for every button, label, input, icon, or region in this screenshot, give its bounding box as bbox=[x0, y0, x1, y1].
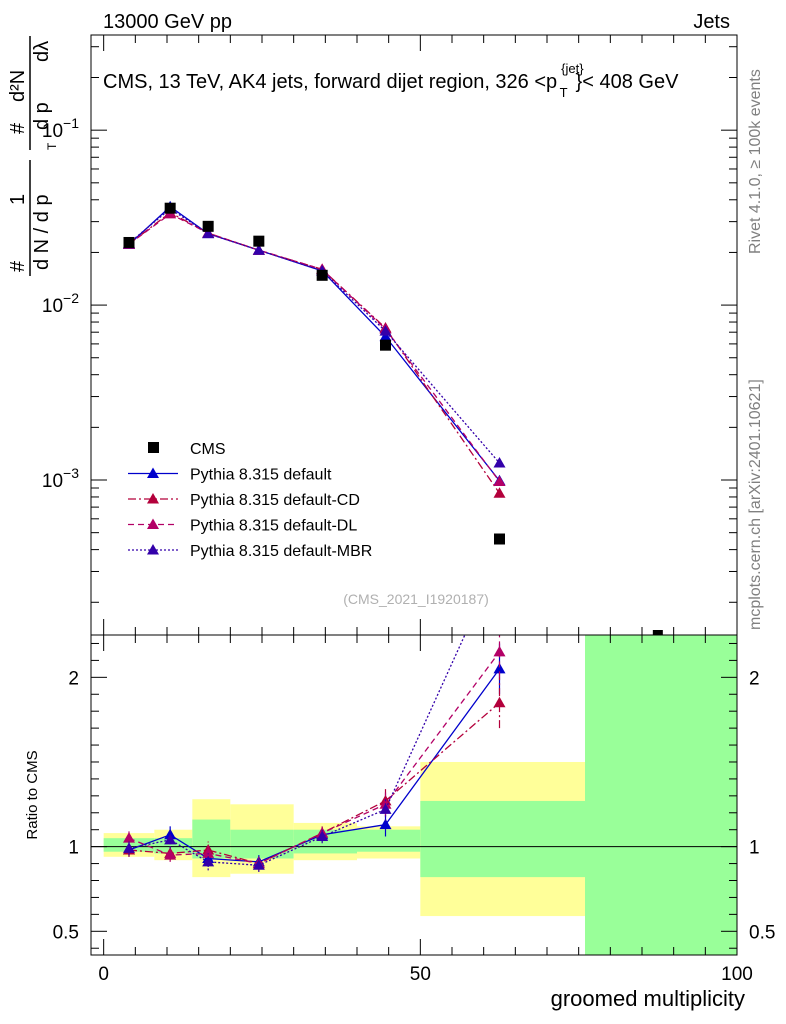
ratio-point-dl bbox=[164, 849, 177, 860]
main-y-tick-exp: −3 bbox=[63, 465, 79, 481]
main-axis-ticks: 10−110−210−3 bbox=[42, 35, 738, 635]
main-point-mbr bbox=[202, 227, 215, 239]
main-y-axis-label: # 1 d N / d p T # d²N d p dλ bbox=[7, 36, 59, 276]
ratio-y-tick-label-right: 1 bbox=[749, 838, 760, 859]
ylabel-T: T bbox=[45, 142, 59, 150]
main-series bbox=[123, 200, 506, 545]
main-y-tick-exp: −1 bbox=[63, 115, 79, 131]
ylabel-hash2: # bbox=[7, 122, 29, 134]
ratio-band-inner bbox=[293, 829, 357, 854]
category-label: Jets bbox=[693, 11, 730, 33]
ratio-point-mbr bbox=[123, 842, 135, 853]
ratio-point-mbr bbox=[164, 833, 177, 845]
ratio-band-inner bbox=[230, 829, 294, 859]
ratio-point-default bbox=[379, 818, 392, 830]
ratio-band-inner bbox=[420, 800, 585, 878]
ratio-point-dl bbox=[123, 832, 135, 843]
main-point-cd bbox=[493, 487, 506, 498]
ratio-y-tick-label-left: 1 bbox=[68, 838, 79, 859]
energy-label: 13000 GeV pp bbox=[103, 11, 232, 33]
legend-label-mbr: Pythia 8.315 default-MBR bbox=[190, 543, 372, 560]
ratio-point-mbr bbox=[494, 553, 506, 564]
main-point-dl bbox=[493, 475, 506, 487]
legend-marker-cd bbox=[147, 493, 159, 504]
main-y-tick-label: 10−1 bbox=[42, 115, 79, 142]
main-point-mbr bbox=[493, 457, 506, 468]
main-point-data bbox=[316, 269, 328, 281]
plot-title-main: CMS, 13 TeV, AK4 jets, forward dijet reg… bbox=[103, 71, 557, 93]
x-tick-label: 0 bbox=[98, 964, 109, 985]
main-point-data bbox=[164, 202, 176, 214]
analysis-id-label: (CMS_2021_I1920187) bbox=[343, 591, 489, 607]
overflow-markers bbox=[652, 630, 663, 635]
ratio-y-axis-label: Ratio to CMS bbox=[24, 750, 41, 839]
plot-title-sup: {jet} bbox=[561, 61, 584, 76]
x-tick-label: 50 bbox=[410, 964, 431, 985]
legend-label-data: CMS bbox=[190, 441, 226, 458]
legend-marker-default bbox=[147, 467, 159, 478]
ratio-y-tick-label-right: 2 bbox=[749, 668, 760, 689]
main-plot-frame bbox=[90, 34, 738, 636]
main-line-mbr bbox=[128, 208, 500, 464]
ratio-point-dl bbox=[493, 645, 506, 657]
ylabel-dN: d N / d p bbox=[31, 194, 53, 270]
legend-label-cd: Pythia 8.315 default-CD bbox=[190, 492, 360, 509]
main-point-data bbox=[494, 533, 505, 545]
ylabel-d2N: d²N bbox=[7, 70, 29, 102]
source-label: mcplots.cern.ch [arXiv:2401.10621] bbox=[747, 379, 764, 630]
ratio-point-dl bbox=[202, 847, 215, 858]
main-line-default bbox=[128, 205, 501, 482]
main-point-data bbox=[202, 220, 214, 232]
main-y-tick-exp: −2 bbox=[63, 290, 79, 306]
main-y-tick-base: 10 bbox=[42, 296, 63, 317]
ratio-point-mbr bbox=[316, 830, 329, 841]
plot-title-end: }< 408 GeV bbox=[576, 71, 680, 93]
legend-marker-dl bbox=[147, 518, 159, 529]
ratio-point-mbr bbox=[252, 859, 265, 870]
main-point-mbr bbox=[379, 325, 392, 336]
main-line-cd bbox=[128, 211, 501, 494]
main-point-data bbox=[123, 236, 135, 248]
ratio-axis-ticks: 0.5 0.5 1 1 2 2 0 50 100 bbox=[53, 635, 775, 985]
ratio-y-tick-label-left: 0.5 bbox=[53, 922, 79, 943]
ratio-band-inner bbox=[585, 635, 737, 955]
ratio-plot-frame bbox=[90, 634, 738, 956]
ratio-point-mbr bbox=[379, 803, 392, 814]
main-y-tick-label: 10−2 bbox=[42, 290, 79, 317]
ylabel-dpT: d p bbox=[31, 102, 53, 130]
rivet-version-label: Rivet 4.1.0, ≥ 100k events bbox=[747, 69, 764, 254]
ratio-band-inner bbox=[357, 829, 421, 852]
ratio-uncertainty-bands bbox=[91, 635, 737, 955]
plot-title-sub: T bbox=[560, 85, 568, 100]
plot-title: CMS, 13 TeV, AK4 jets, forward dijet reg… bbox=[103, 61, 679, 100]
main-y-tick-label: 10−3 bbox=[42, 465, 79, 492]
ylabel-dlam: dλ bbox=[31, 41, 53, 62]
legend-marker-data bbox=[148, 442, 159, 453]
ratio-y-tick-label-right: 0.5 bbox=[749, 922, 775, 943]
x-axis-label: groomed multiplicity bbox=[551, 986, 745, 1011]
ylabel-one: 1 bbox=[7, 194, 29, 205]
ratio-point-mbr bbox=[202, 855, 215, 867]
legend-marker-mbr bbox=[147, 544, 159, 555]
main-point-data bbox=[380, 339, 391, 351]
ratio-point-default bbox=[493, 662, 506, 674]
ratio-series bbox=[123, 553, 506, 873]
main-line-dl bbox=[128, 213, 501, 482]
legend-label-dl: Pythia 8.315 default-DL bbox=[190, 518, 357, 535]
ratio-y-tick-label-left: 2 bbox=[68, 668, 79, 689]
legend: CMS Pythia 8.315 default Pythia 8.315 defa… bbox=[128, 441, 372, 560]
ratio-point-cd bbox=[493, 696, 506, 708]
main-y-tick-base: 10 bbox=[42, 121, 63, 142]
main-point-data-overflow bbox=[652, 630, 663, 635]
legend-label-default: Pythia 8.315 default bbox=[190, 467, 332, 484]
x-tick-label: 100 bbox=[721, 964, 753, 985]
main-point-default bbox=[379, 330, 392, 342]
ylabel-hash: # bbox=[7, 260, 29, 272]
main-point-data bbox=[253, 235, 265, 247]
main-y-tick-base: 10 bbox=[42, 471, 63, 492]
main-point-mbr bbox=[252, 244, 265, 255]
